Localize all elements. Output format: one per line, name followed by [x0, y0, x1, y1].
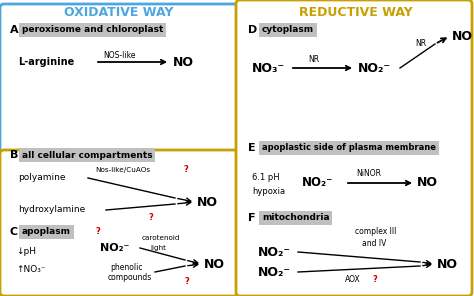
- Text: NR: NR: [308, 54, 319, 64]
- Text: ↑NO₃⁻: ↑NO₃⁻: [16, 266, 46, 274]
- Text: OXIDATIVE WAY: OXIDATIVE WAY: [64, 6, 173, 18]
- Text: NO: NO: [173, 56, 194, 68]
- Text: NO: NO: [197, 195, 218, 208]
- Text: D: D: [248, 25, 257, 35]
- Text: E: E: [248, 143, 255, 153]
- Text: hydroxylamine: hydroxylamine: [18, 205, 85, 215]
- Text: ?: ?: [95, 228, 100, 237]
- Text: 6.1 pH: 6.1 pH: [252, 173, 280, 183]
- Text: NiNOR: NiNOR: [356, 170, 381, 178]
- Text: complex III: complex III: [355, 228, 396, 237]
- Text: B: B: [10, 150, 18, 160]
- Text: NO₂⁻: NO₂⁻: [302, 176, 333, 189]
- Text: and IV: and IV: [362, 239, 386, 247]
- Text: NOS-like: NOS-like: [103, 51, 136, 59]
- Text: apoplasm: apoplasm: [22, 228, 71, 237]
- Text: Nos-like/CuAOs: Nos-like/CuAOs: [95, 167, 150, 173]
- Text: ?: ?: [183, 165, 188, 175]
- Text: ?: ?: [372, 276, 377, 284]
- Text: light: light: [150, 245, 166, 251]
- Text: L-arginine: L-arginine: [18, 57, 74, 67]
- Text: mitochondria: mitochondria: [262, 213, 329, 223]
- Text: peroxisome and chloroplast: peroxisome and chloroplast: [22, 25, 164, 35]
- Text: polyamine: polyamine: [18, 173, 65, 183]
- Text: ?: ?: [148, 213, 153, 223]
- FancyBboxPatch shape: [0, 4, 238, 152]
- Text: compounds: compounds: [108, 274, 152, 282]
- Text: F: F: [248, 213, 255, 223]
- Text: AOX: AOX: [345, 276, 361, 284]
- Text: NO: NO: [204, 258, 225, 271]
- Text: hypoxia: hypoxia: [252, 187, 285, 197]
- Text: NO₂⁻: NO₂⁻: [258, 266, 291, 279]
- Text: NO₂⁻: NO₂⁻: [258, 245, 291, 258]
- Text: cytoplasm: cytoplasm: [262, 25, 314, 35]
- Text: apoplastic side of plasma membrane: apoplastic side of plasma membrane: [262, 144, 436, 152]
- Text: NO₂⁻: NO₂⁻: [100, 243, 129, 253]
- Text: ↓pH: ↓pH: [16, 247, 36, 257]
- FancyBboxPatch shape: [0, 150, 238, 296]
- Text: NO: NO: [452, 30, 473, 43]
- Text: ?: ?: [184, 278, 189, 287]
- Text: REDUCTIVE WAY: REDUCTIVE WAY: [299, 6, 413, 18]
- Text: all cellular compartments: all cellular compartments: [22, 150, 153, 160]
- Text: NO₃⁻: NO₃⁻: [252, 62, 285, 75]
- Text: NO: NO: [437, 258, 458, 271]
- Text: A: A: [10, 25, 18, 35]
- Text: phenolic: phenolic: [110, 263, 143, 273]
- Text: C: C: [10, 227, 18, 237]
- Text: NO: NO: [417, 176, 438, 189]
- Text: carotenoid: carotenoid: [142, 235, 181, 241]
- FancyBboxPatch shape: [236, 0, 472, 296]
- Text: NO₂⁻: NO₂⁻: [358, 62, 391, 75]
- Text: NR: NR: [415, 39, 426, 49]
